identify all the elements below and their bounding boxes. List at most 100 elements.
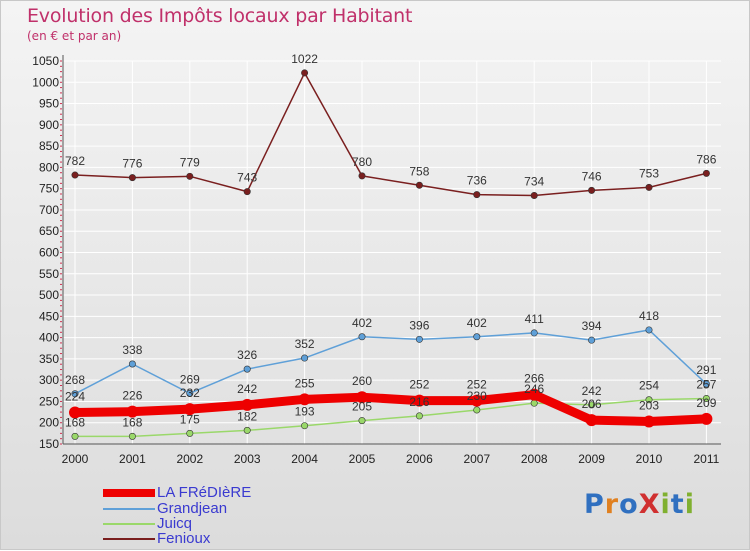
y-tick-label: 400: [39, 331, 59, 345]
data-label-juicq: 168: [65, 415, 85, 429]
data-point-grandjean: [71, 390, 79, 398]
series-line-grandjean: [74, 329, 708, 395]
x-tick-label: 2009: [578, 452, 605, 466]
data-point-fenioux: [186, 172, 194, 180]
data-point-juicq: [645, 396, 653, 404]
data-label-la_frediere: 255: [295, 376, 315, 390]
data-point-fenioux: [243, 188, 251, 196]
data-point-grandjean: [358, 333, 366, 341]
data-label-grandjean: 402: [352, 316, 372, 330]
data-point-grandjean: [415, 335, 423, 343]
y-tick-label: 350: [39, 352, 59, 366]
data-point-fenioux: [588, 186, 596, 194]
data-point-juicq: [128, 432, 136, 440]
legend-swatch-fenioux: [103, 538, 155, 540]
series-line-fenioux: [74, 72, 708, 197]
data-label-la_frediere: 266: [524, 372, 544, 386]
y-tick-label: 250: [39, 394, 59, 408]
y-tick-label: 850: [39, 139, 59, 153]
legend-swatch-la-frediere: [103, 489, 155, 497]
data-point-grandjean: [702, 380, 710, 388]
data-point-grandjean: [186, 389, 194, 397]
data-point-juicq: [473, 406, 481, 414]
data-label-grandjean: 402: [467, 316, 487, 330]
chart-subtitle: (en € et par an): [27, 29, 122, 43]
data-label-juicq: 205: [352, 400, 372, 414]
proxiti-logo: ProXiti: [584, 489, 695, 520]
data-label-la_frediere: 232: [180, 386, 200, 400]
data-point-juicq: [358, 417, 366, 425]
legend-item-juicq: Juicq: [103, 516, 192, 531]
data-label-grandjean: 291: [696, 363, 716, 377]
y-tick-label: 750: [39, 182, 59, 196]
y-tick-label: 1050: [32, 54, 59, 68]
data-label-juicq: 230: [467, 389, 487, 403]
legend-label-grandjean: Grandjean: [157, 500, 228, 517]
y-tick-label: 800: [39, 160, 59, 174]
data-point-grandjean: [530, 329, 538, 337]
y-tick-label: 900: [39, 118, 59, 132]
data-label-juicq: 175: [180, 412, 200, 426]
legend-swatch-juicq: [103, 523, 155, 525]
data-label-fenioux: 758: [409, 164, 429, 178]
data-point-la_frediere: [585, 414, 598, 427]
x-tick-label: 2008: [521, 452, 548, 466]
chart-title: Evolution des Impôts locaux par Habitant: [27, 5, 413, 27]
logo-letter: i: [684, 489, 695, 520]
x-tick-label: 2002: [176, 452, 203, 466]
x-tick-label: 2004: [291, 452, 318, 466]
data-label-la_frediere: 242: [237, 382, 257, 396]
logo-letter: o: [619, 489, 639, 520]
data-label-grandjean: 418: [639, 309, 659, 323]
data-point-la_frediere: [183, 403, 196, 416]
data-point-la_frediere: [356, 391, 368, 404]
y-tick-label: 300: [39, 373, 59, 387]
legend-swatch-grandjean: [103, 508, 155, 510]
data-point-fenioux: [645, 183, 653, 191]
data-label-la_frediere: 224: [65, 390, 85, 404]
legend-label-la-frediere: LA FRéDIèRE: [157, 484, 252, 501]
data-point-juicq: [530, 399, 538, 407]
data-label-la_frediere: 226: [122, 389, 142, 403]
logo-letter: t: [670, 489, 685, 520]
data-label-juicq: 182: [237, 409, 257, 423]
data-label-grandjean: 411: [525, 312, 544, 326]
data-label-fenioux: 753: [639, 166, 659, 180]
data-point-la_frediere: [413, 394, 426, 407]
legend-item-la-frediere: LA FRéDIèRE: [103, 484, 252, 501]
data-label-fenioux: 786: [696, 152, 716, 166]
data-label-fenioux: 779: [180, 155, 200, 169]
data-point-juicq: [71, 432, 79, 440]
data-label-la_frediere: 203: [639, 398, 659, 412]
data-label-la_frediere: 252: [467, 378, 487, 392]
y-tick-label: 950: [39, 97, 59, 111]
data-label-grandjean: 268: [65, 373, 85, 387]
logo-letter: X: [638, 489, 661, 520]
y-tick-label: 700: [39, 203, 59, 217]
data-label-fenioux: 736: [467, 174, 487, 188]
x-tick-label: 2007: [463, 452, 490, 466]
series-line-juicq: [74, 397, 708, 438]
data-label-grandjean: 326: [237, 348, 257, 362]
data-label-grandjean: 269: [180, 372, 200, 386]
data-label-grandjean: 396: [409, 318, 429, 332]
data-label-juicq: 193: [295, 405, 315, 419]
data-label-juicq: 168: [122, 415, 142, 429]
logo-letter: r: [604, 489, 620, 520]
logo-letter: P: [584, 489, 605, 520]
x-tick-label: 2001: [119, 452, 146, 466]
data-label-la_frediere: 252: [409, 378, 429, 392]
y-tick-label: 600: [39, 246, 59, 260]
data-label-juicq: 216: [409, 395, 429, 409]
x-tick-label: 2003: [234, 452, 261, 466]
data-point-grandjean: [243, 365, 251, 373]
data-point-fenioux: [358, 172, 366, 180]
data-point-fenioux: [473, 191, 481, 199]
data-label-la_frediere: 209: [696, 396, 716, 410]
data-point-juicq: [415, 412, 423, 420]
data-label-fenioux: 780: [352, 155, 372, 169]
data-point-grandjean: [588, 336, 596, 344]
data-label-juicq: 246: [524, 382, 544, 396]
legend-item-grandjean: Grandjean: [103, 500, 228, 517]
